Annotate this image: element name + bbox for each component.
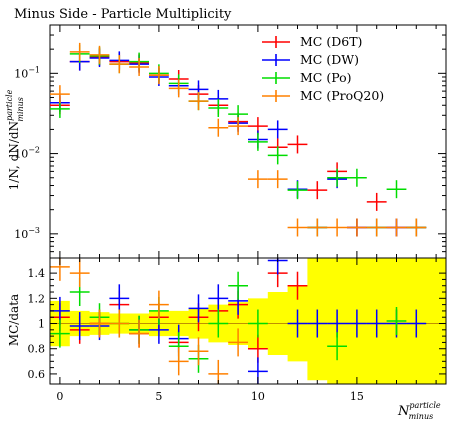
main-ylabel: 1/N, dN/dNparticle minus — [5, 89, 25, 190]
ratio-ytick-label: 0.6 — [28, 368, 46, 381]
ratio-xtick-label: 10 — [251, 390, 265, 403]
legend-label: MC (DW) — [300, 52, 359, 67]
ratio-ytick-label: 0.8 — [28, 343, 46, 356]
legend-label: MC (Po) — [300, 70, 352, 85]
chart-title: Minus Side - Particle Multiplicity — [14, 7, 232, 22]
main-plot: 10−110−210−3 — [14, 24, 447, 259]
ratio-ylabel: MC/data — [7, 294, 21, 346]
ratio-ytick-label: 1.2 — [28, 292, 46, 305]
ratio-plot-frame — [49, 257, 447, 385]
ratio-xlabel: Nparticle minus — [397, 401, 441, 421]
ratio-ytick-label: 1.4 — [28, 267, 46, 280]
legend-label: MC (ProQ20) — [300, 88, 384, 103]
main-series-mc-proq20- — [50, 42, 427, 237]
ratio-plot: 0.6 0.8 1 1.2 1.4 0 5 10 15 — [28, 257, 447, 403]
main-ytick-label: 10−1 — [14, 65, 40, 80]
main-ytick-label: 10−3 — [14, 226, 40, 241]
ratio-xtick-label: 0 — [56, 390, 63, 403]
ratio-uncertainty-band — [50, 258, 446, 384]
ratio-xtick-label: 5 — [155, 390, 162, 403]
ratio-ytick-label: 1 — [38, 318, 45, 331]
main-series-mc-dw- — [50, 49, 427, 237]
legend-label: MC (D6T) — [300, 34, 362, 49]
main-series-mc-po- — [50, 44, 427, 237]
main-series-mc-d6t- — [50, 47, 427, 237]
ratio-series-mc-proq20- — [50, 258, 248, 384]
ratio-xtick-label: 15 — [350, 390, 364, 403]
legend: MC (D6T) MC (DW) MC (Po) MC (ProQ20) — [262, 34, 384, 103]
